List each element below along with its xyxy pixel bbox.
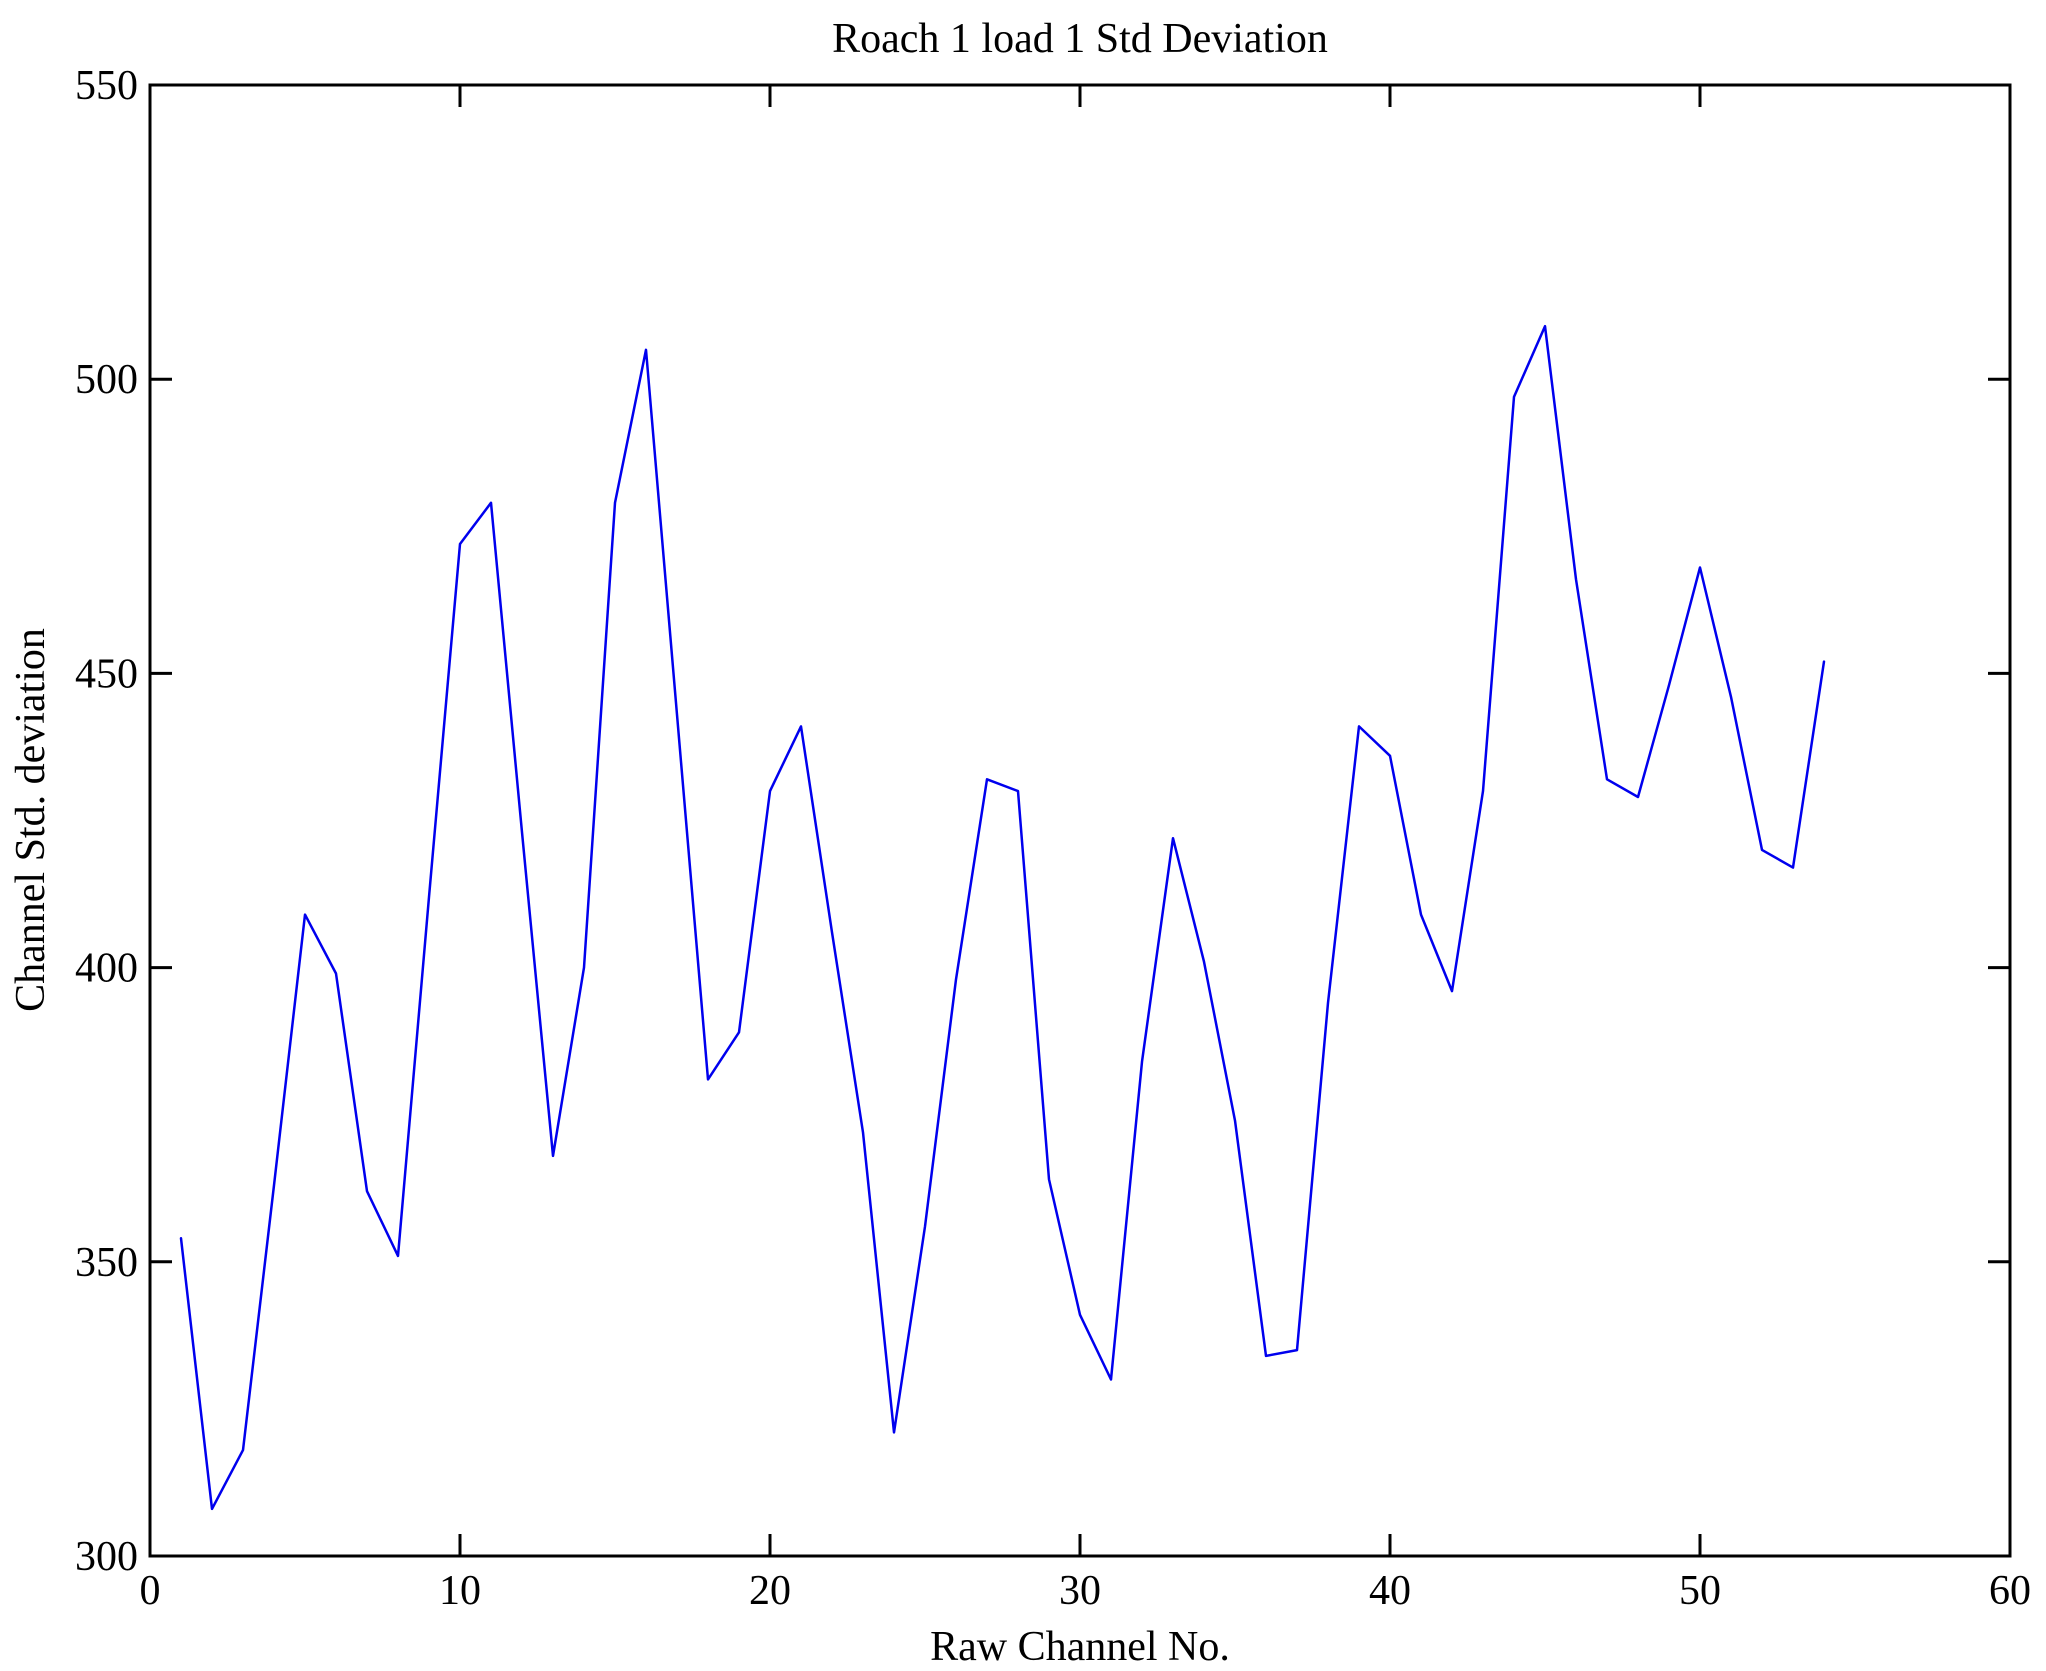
axis-ticks — [148, 83, 2012, 1558]
tick-labels: 0 10 20 30 40 50 60 300 350 400 450 500 550 — [75, 63, 2031, 1614]
y-tick-label: 350 — [75, 1240, 138, 1286]
plot-area — [148, 83, 2012, 1558]
x-tick-label: 60 — [1989, 1568, 2031, 1614]
x-tick-label: 10 — [439, 1568, 481, 1614]
y-axis-label: Channel Std. deviation — [8, 628, 54, 1012]
y-tick-label: 500 — [75, 357, 138, 403]
x-tick-label: 20 — [749, 1568, 791, 1614]
x-tick-label: 40 — [1369, 1568, 1411, 1614]
chart-title: Roach 1 load 1 Std Deviation — [832, 16, 1328, 62]
data-line — [179, 324, 1826, 1511]
y-tick-label: 300 — [75, 1534, 138, 1580]
x-tick-label: 30 — [1059, 1568, 1101, 1614]
x-tick-label: 50 — [1679, 1568, 1721, 1614]
x-tick-label: 0 — [140, 1568, 161, 1614]
y-tick-label: 550 — [75, 63, 138, 109]
x-axis-label: Raw Channel No. — [930, 1624, 1230, 1670]
y-tick-label: 400 — [75, 946, 138, 992]
y-tick-label: 450 — [75, 651, 138, 697]
